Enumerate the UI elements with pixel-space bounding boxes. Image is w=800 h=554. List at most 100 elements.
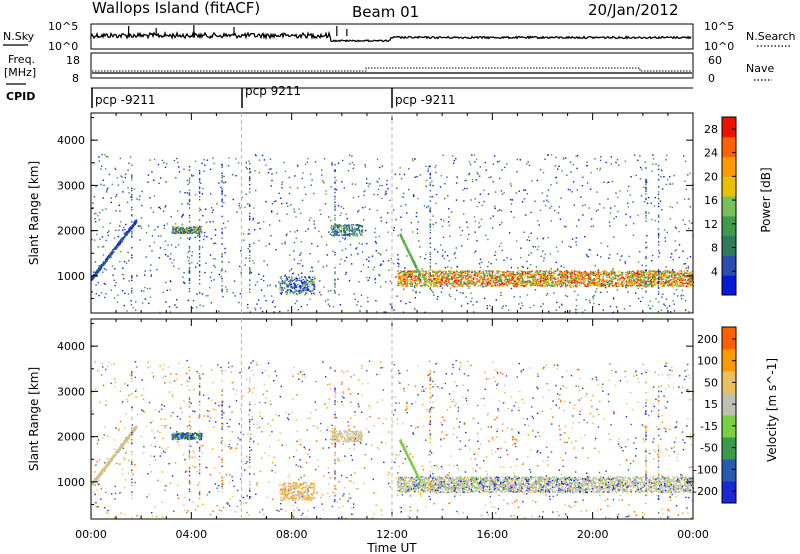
echo-point xyxy=(107,231,109,234)
echo-point xyxy=(648,271,650,273)
echo-point xyxy=(379,264,382,266)
echo-point xyxy=(330,186,332,188)
echo-point xyxy=(355,248,357,250)
echo-point xyxy=(565,226,567,228)
echo-point xyxy=(595,278,597,281)
echo-point xyxy=(596,191,598,193)
echo-point xyxy=(560,265,562,267)
echo-point xyxy=(486,270,488,272)
echo-point xyxy=(303,186,306,188)
echo-point xyxy=(410,257,413,259)
echo-point xyxy=(449,270,451,272)
echo-point xyxy=(101,153,103,156)
echo-point xyxy=(682,294,685,297)
echo-point xyxy=(413,270,415,272)
echo-point xyxy=(641,270,644,272)
echo-point xyxy=(501,221,503,224)
echo-point xyxy=(252,217,255,220)
echo-point xyxy=(597,209,599,211)
echo-point xyxy=(441,275,443,278)
echo-point xyxy=(402,238,404,240)
echo-point xyxy=(435,282,437,284)
echo-point xyxy=(138,199,140,201)
echo-point xyxy=(687,285,689,287)
echo-point xyxy=(404,273,406,275)
echo-point xyxy=(319,209,321,211)
echo-point xyxy=(521,277,524,279)
echo-point xyxy=(527,276,529,278)
echo-point xyxy=(108,254,110,257)
echo-point xyxy=(632,270,634,272)
echo-point xyxy=(457,279,460,281)
echo-point xyxy=(405,302,407,305)
echo-point xyxy=(449,235,451,237)
echo-point xyxy=(544,272,547,274)
echo-point xyxy=(353,164,355,166)
echo-point xyxy=(483,189,485,192)
echo-point xyxy=(468,279,470,282)
echo-point xyxy=(550,205,553,208)
echo-point xyxy=(596,272,598,274)
echo-point xyxy=(517,280,520,283)
echo-point xyxy=(400,205,402,207)
echo-point xyxy=(570,274,573,277)
echo-point xyxy=(109,253,111,255)
echo-point xyxy=(529,264,532,266)
echo-point xyxy=(626,280,628,283)
echo-point xyxy=(278,220,281,222)
echo-point xyxy=(182,213,185,216)
echo-point xyxy=(128,162,130,164)
echo-point xyxy=(447,273,449,276)
echo-point xyxy=(603,181,605,183)
echo-point xyxy=(651,286,653,288)
echo-point xyxy=(275,172,278,174)
echo-point xyxy=(456,289,458,292)
echo-point xyxy=(411,277,413,280)
echo-point xyxy=(687,273,690,275)
echo-point xyxy=(339,304,341,306)
echo-point xyxy=(664,281,666,284)
echo-point xyxy=(330,290,332,292)
echo-point xyxy=(536,272,538,274)
echo-point xyxy=(473,216,476,218)
echo-point xyxy=(565,294,567,297)
echo-point xyxy=(631,275,633,278)
echo-point xyxy=(176,228,178,230)
echo-point xyxy=(124,236,126,238)
echo-point xyxy=(117,184,120,186)
echo-point xyxy=(563,266,565,268)
echo-point xyxy=(650,270,652,272)
echo-point xyxy=(685,300,687,302)
echo-point xyxy=(463,281,465,283)
echo-point xyxy=(588,284,590,286)
echo-point xyxy=(593,294,595,297)
echo-point xyxy=(626,284,628,286)
echo-point xyxy=(598,280,600,282)
echo-point xyxy=(633,284,636,286)
echo-point xyxy=(685,280,687,282)
echo-point xyxy=(444,197,446,200)
echo-point xyxy=(295,215,297,218)
echo-point xyxy=(499,277,501,279)
echo-point xyxy=(143,290,145,292)
echo-point xyxy=(463,200,465,202)
echo-point xyxy=(663,285,666,287)
echo-point xyxy=(633,282,636,284)
echo-point xyxy=(590,225,592,228)
echo-point xyxy=(660,176,662,178)
echo-point xyxy=(562,275,564,278)
echo-point xyxy=(271,173,273,175)
echo-point xyxy=(542,276,544,278)
echo-point xyxy=(633,275,635,277)
echo-point xyxy=(201,226,203,228)
echo-point xyxy=(171,262,173,264)
echo-point xyxy=(590,277,592,279)
echo-point xyxy=(674,272,677,274)
echo-point xyxy=(606,276,608,278)
echo-point xyxy=(528,164,531,167)
echo-point xyxy=(399,277,401,280)
echo-point xyxy=(267,284,269,287)
echo-point xyxy=(102,254,105,256)
echo-point xyxy=(617,284,620,286)
echo-point xyxy=(469,163,472,166)
